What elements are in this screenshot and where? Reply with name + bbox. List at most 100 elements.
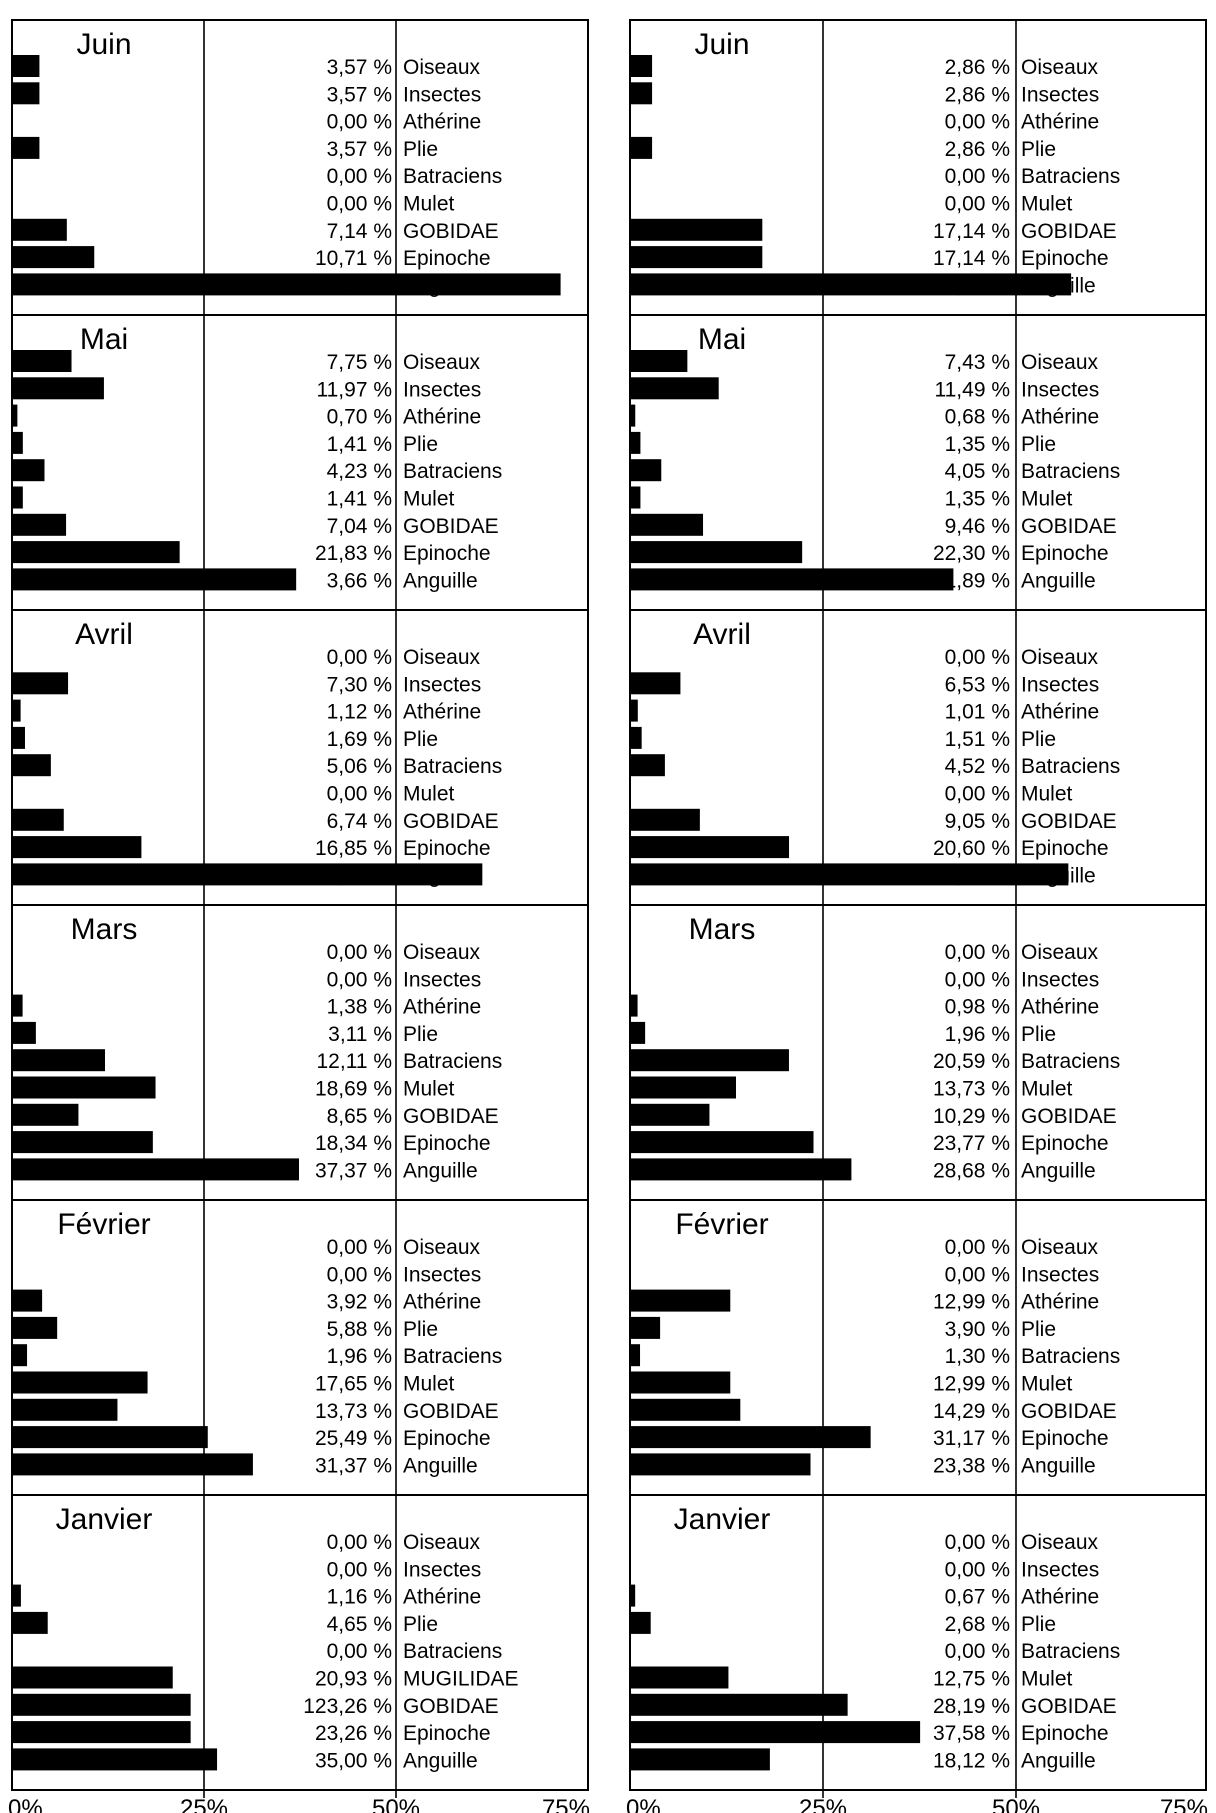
- bar: [12, 1584, 21, 1607]
- category-label: Batraciens: [1021, 165, 1120, 188]
- data-label: 12,11 %: [317, 1050, 393, 1073]
- category-label: Batraciens: [1021, 755, 1120, 778]
- data-label: 8,65 %: [327, 1105, 392, 1128]
- data-label: 1,41 %: [327, 433, 392, 456]
- bar: [630, 836, 790, 859]
- category-label: Plie: [1021, 138, 1056, 161]
- x-tick-label: 50%: [992, 1795, 1040, 1813]
- data-label: 4,65 %: [327, 1613, 392, 1636]
- chart-1: Juin 3,57 % Oiseaux 3,57 % Insectes 0,00 % Ath…: [8, 19, 590, 1813]
- bar: [630, 754, 665, 777]
- category-label: Batraciens: [403, 1640, 502, 1663]
- bar: [630, 994, 638, 1017]
- bar: [630, 486, 641, 509]
- category-label: Epinoche: [1021, 1722, 1109, 1745]
- category-label: Epinoche: [403, 837, 491, 860]
- bar: [630, 1398, 741, 1421]
- data-label: 41,89 %: [933, 569, 1010, 592]
- panel-mars: Mars 0,00 % Oiseaux 0,00 % Insectes 1,38 % Ath…: [12, 904, 588, 1182]
- bar: [630, 404, 636, 427]
- panel-mai: Mai 7,75 % Oiseaux 11,97 % Insectes 0,70 % Ath…: [12, 314, 588, 592]
- category-label: Oiseaux: [403, 1531, 481, 1554]
- bar: [12, 1453, 253, 1476]
- category-label: Anguille: [403, 864, 478, 887]
- bar: [12, 431, 23, 454]
- data-label: 7,04 %: [327, 515, 392, 538]
- category-label: Insectes: [403, 83, 481, 106]
- data-label: 23,77 %: [933, 1132, 1010, 1155]
- category-label: Epinoche: [403, 1427, 491, 1450]
- data-label: 0,00 %: [327, 1640, 392, 1663]
- category-label: Batraciens: [1021, 1640, 1120, 1663]
- panel-mai: Mai 7,43 % Oiseaux 11,49 % Insectes 0,68 % Ath…: [630, 314, 1206, 592]
- category-label: Mulet: [1021, 783, 1073, 806]
- bar: [630, 1103, 710, 1126]
- data-label: 20,59 %: [933, 1050, 1010, 1073]
- category-label: Epinoche: [1021, 1132, 1109, 1155]
- bar: [630, 459, 662, 482]
- bar: [12, 513, 67, 536]
- data-label: 9,05 %: [945, 810, 1010, 833]
- data-label: 123,26 %: [303, 1695, 392, 1718]
- bar: [630, 218, 763, 241]
- data-label: 1,35 %: [945, 433, 1010, 456]
- month-title: Juin: [76, 28, 131, 61]
- category-label: Insectes: [1021, 378, 1099, 401]
- category-label: Athérine: [403, 406, 481, 429]
- x-tick-label: 0%: [8, 1795, 43, 1813]
- bar: [630, 541, 803, 564]
- category-label: Epinoche: [403, 247, 491, 270]
- bar: [630, 513, 704, 536]
- category-label: Athérine: [1021, 701, 1099, 724]
- data-label: 23,26 %: [315, 1722, 392, 1745]
- month-title: Mai: [80, 323, 128, 356]
- data-label: 1,96 %: [945, 1023, 1010, 1046]
- data-label: 0,00 %: [327, 165, 392, 188]
- panel-mars: Mars 0,00 % Oiseaux 0,00 % Insectes 0,98 % Ath…: [630, 904, 1206, 1182]
- category-label: Plie: [403, 1318, 438, 1341]
- data-label: 10,71 %: [315, 247, 392, 270]
- data-label: 20,93 %: [315, 1668, 392, 1691]
- data-label: 0,98 %: [945, 996, 1010, 1019]
- data-label: 4,52 %: [945, 755, 1010, 778]
- data-label: 0,00 %: [327, 111, 392, 134]
- bar: [12, 1131, 153, 1154]
- data-label: 12,75 %: [933, 1668, 1010, 1691]
- category-label: Plie: [403, 138, 438, 161]
- data-label: 3,66 %: [327, 569, 392, 592]
- month-title: Février: [675, 1208, 768, 1241]
- data-label: 0,68 %: [945, 406, 1010, 429]
- data-label: 28,19 %: [933, 1695, 1010, 1718]
- bar: [12, 863, 483, 886]
- category-label: GOBIDAE: [403, 1105, 499, 1128]
- category-label: Plie: [403, 1023, 438, 1046]
- bar: [630, 1289, 731, 1312]
- category-label: Insectes: [403, 1263, 481, 1286]
- month-title: Février: [57, 1208, 150, 1241]
- data-label: 35,00 %: [315, 1749, 392, 1772]
- category-label: Batraciens: [403, 1050, 502, 1073]
- bar: [630, 1611, 651, 1634]
- category-label: Insectes: [403, 968, 481, 991]
- bar: [12, 459, 45, 482]
- bar: [12, 1611, 48, 1634]
- x-tick-label: 25%: [180, 1795, 228, 1813]
- category-label: Epinoche: [1021, 247, 1109, 270]
- data-label: 20,60 %: [933, 837, 1010, 860]
- data-label: 21,83 %: [315, 542, 392, 565]
- category-label: Anguille: [403, 569, 478, 592]
- category-label: GOBIDAE: [403, 810, 499, 833]
- chart-2: Juin 2,86 % Oiseaux 2,86 % Insectes 0,00 % Ath…: [626, 19, 1208, 1813]
- bar: [12, 1076, 156, 1099]
- bar: [12, 218, 67, 241]
- bar: [12, 404, 18, 427]
- category-label: Mulet: [403, 193, 455, 216]
- data-label: 0,00 %: [945, 1640, 1010, 1663]
- data-label: 11,97 %: [317, 378, 393, 401]
- category-label: Athérine: [1021, 111, 1099, 134]
- panel-juin: Juin 2,86 % Oiseaux 2,86 % Insectes 0,00 % Ath…: [630, 28, 1120, 297]
- data-label: 23,38 %: [933, 1454, 1010, 1477]
- bar: [12, 568, 297, 591]
- category-label: Batraciens: [403, 460, 502, 483]
- month-title: Avril: [75, 618, 133, 651]
